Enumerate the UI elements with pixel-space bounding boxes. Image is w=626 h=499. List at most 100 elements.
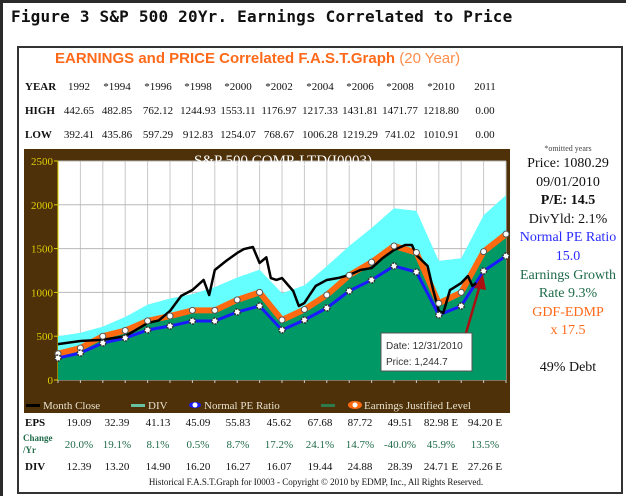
debt: 49% Debt xyxy=(539,359,597,375)
earnings-justified-marker xyxy=(412,249,420,257)
high-cell: 762.12 xyxy=(142,105,174,117)
graph-header-period: (20 Year) xyxy=(399,50,461,67)
low-cell: 435.86 xyxy=(101,129,133,141)
normal-pe-marker xyxy=(479,267,488,275)
eps-cell: 32.39 xyxy=(104,417,130,429)
div-cell: 14.90 xyxy=(145,461,171,473)
copyright: Historical F.A.S.T.Graph for I0003 - Cop… xyxy=(148,477,484,487)
earnings-justified-marker xyxy=(368,258,376,266)
year-cell: *1994 xyxy=(103,81,131,93)
change-cell: 17.2% xyxy=(264,439,294,451)
div-yield: DivYld: 2.1% xyxy=(528,211,608,227)
figure-title: Figure 3 S&P 500 20Yr. Earnings Correlat… xyxy=(11,7,513,26)
earnings-justified-marker xyxy=(390,242,398,250)
legend-marker xyxy=(352,402,358,408)
normal-pe-marker xyxy=(166,322,174,330)
month-close-line xyxy=(57,243,477,346)
normal-pe-marker xyxy=(99,339,107,347)
arrow-line xyxy=(464,284,482,334)
legend-label: Earnings Justified Level xyxy=(364,400,471,412)
low-cell: 1254.07 xyxy=(220,129,256,141)
low-cell: 597.29 xyxy=(142,129,174,141)
tooltip-date: Date: 12/31/2010 xyxy=(386,341,463,352)
omitted-years-note: *omitted years xyxy=(544,144,592,153)
tooltip-box xyxy=(380,332,473,372)
y-tick-label: 2500 xyxy=(31,156,54,168)
y-tick-label: 0 xyxy=(48,375,54,387)
earnings-justified-marker xyxy=(99,332,107,340)
normal-pe-marker xyxy=(76,349,85,357)
normal-pe-marker xyxy=(390,262,398,270)
normal-pe-marker xyxy=(143,326,152,334)
change-cell: -40.0% xyxy=(383,439,417,451)
chart: 0 500 1000 1500 2000 2500 S&P 500 COMP-LTD(I00… xyxy=(24,149,510,413)
normal-pe-value: 15.0 xyxy=(555,248,581,264)
normal-pe-marker xyxy=(121,334,129,342)
earnings-justified-marker xyxy=(300,305,308,313)
arrow-head-icon xyxy=(474,274,486,290)
earnings-justified-marker xyxy=(323,291,331,299)
change-cell: 20.0% xyxy=(64,439,94,451)
earnings-justified-marker xyxy=(121,327,129,335)
normal-pe-marker xyxy=(323,304,331,312)
eps-cell: 45.09 xyxy=(185,417,211,429)
legend-swatch xyxy=(131,404,145,407)
pe-ratio: P/E: 14.5 xyxy=(540,193,596,209)
div-cell: 24.88 xyxy=(347,461,373,473)
div-cell: 16.27 xyxy=(225,461,251,473)
normal-pe-marker xyxy=(300,316,309,324)
low-cell: 741.02 xyxy=(384,129,416,141)
eps-cell: 49.51 xyxy=(387,417,413,429)
year-label: YEAR xyxy=(25,81,57,93)
change-cell: 24.1% xyxy=(305,439,335,451)
change-cell: 8.1% xyxy=(146,439,170,451)
eps-cell: 67.68 xyxy=(307,417,333,429)
normal-pe-marker xyxy=(502,252,510,260)
growth-value: Rate 9.3% xyxy=(538,286,598,302)
normal-pe-marker xyxy=(211,317,219,325)
earnings-justified-marker xyxy=(188,306,196,314)
div-cell: 12.39 xyxy=(66,461,92,473)
normal-pe-marker xyxy=(435,311,443,319)
gdf-value: x 17.5 xyxy=(550,323,586,339)
low-label: LOW xyxy=(25,129,52,141)
chart-title: S&P 500 COMP-LTD(I0003) xyxy=(194,153,372,169)
eps-label: EPS xyxy=(25,417,46,429)
earnings-justified-marker xyxy=(256,288,264,296)
low-cell: 1010.91 xyxy=(423,129,459,141)
change-cell: 0.5% xyxy=(186,439,210,451)
low-cell: 912.83 xyxy=(182,129,214,141)
price: Price: 1080.29 xyxy=(527,156,609,171)
graph-header-main: EARNINGS and PRICE Correlated F.A.S.T.Gr… xyxy=(55,50,396,67)
earnings-justified-marker xyxy=(345,271,353,279)
eps-cell: 87.72 xyxy=(347,417,373,429)
change-cell: 19.1% xyxy=(102,439,132,451)
year-cell: *2000 xyxy=(224,81,252,93)
change-label: Change xyxy=(23,433,53,443)
normal-pe-marker xyxy=(188,317,197,325)
earnings-justified-marker xyxy=(144,317,152,325)
y-tick-label: 1000 xyxy=(31,287,54,299)
year-cell: *1996 xyxy=(144,81,172,93)
legend-label: Month Close xyxy=(43,400,100,412)
earnings-justified-marker xyxy=(166,312,174,320)
year-cell: 2011 xyxy=(474,81,496,93)
growth-label: Earnings Growth xyxy=(519,267,617,283)
normal-pe-marker xyxy=(255,302,264,310)
div-label: DIV xyxy=(25,461,46,473)
earnings-justified-marker xyxy=(457,288,465,296)
side-panel: *omitted years Price: 1080.29 09/01/2010… xyxy=(511,143,625,378)
div-cell: 24.71 E xyxy=(423,461,459,473)
high-cell: 442.65 xyxy=(63,105,95,117)
legend-swatch xyxy=(321,404,335,407)
price-date: 09/01/2010 xyxy=(536,174,600,190)
normal-pe-marker xyxy=(54,354,62,362)
high-cell: 1244.93 xyxy=(180,105,216,117)
eps-cell: 94.20 E xyxy=(467,417,503,429)
div-cell: 28.39 xyxy=(387,461,413,473)
eps-cell: 41.13 xyxy=(145,417,171,429)
div-cell: 19.44 xyxy=(307,461,333,473)
graph-header: EARNINGS and PRICE Correlated F.A.S.T.Gr… xyxy=(55,50,460,67)
high-cell: 0.00 xyxy=(475,105,495,117)
eps-cell: 55.83 xyxy=(225,417,251,429)
